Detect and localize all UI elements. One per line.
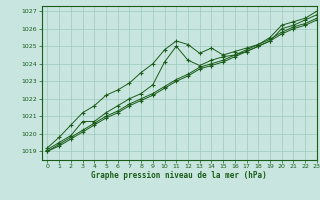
X-axis label: Graphe pression niveau de la mer (hPa): Graphe pression niveau de la mer (hPa) — [91, 171, 267, 180]
